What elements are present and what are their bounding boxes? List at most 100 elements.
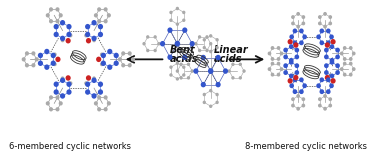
Circle shape bbox=[180, 63, 183, 66]
Circle shape bbox=[284, 70, 288, 75]
Circle shape bbox=[349, 62, 353, 66]
Circle shape bbox=[343, 57, 347, 61]
Circle shape bbox=[271, 57, 274, 61]
Circle shape bbox=[25, 51, 29, 56]
Circle shape bbox=[67, 24, 71, 29]
Circle shape bbox=[60, 20, 65, 25]
Circle shape bbox=[65, 75, 71, 81]
Circle shape bbox=[94, 13, 98, 17]
Circle shape bbox=[335, 55, 340, 59]
Circle shape bbox=[352, 67, 356, 71]
Circle shape bbox=[203, 46, 206, 49]
Circle shape bbox=[294, 55, 299, 59]
Circle shape bbox=[268, 67, 271, 71]
Circle shape bbox=[294, 63, 299, 68]
Circle shape bbox=[22, 57, 26, 61]
Circle shape bbox=[296, 12, 300, 16]
Circle shape bbox=[67, 32, 71, 37]
Circle shape bbox=[209, 89, 212, 92]
Circle shape bbox=[296, 25, 300, 28]
Circle shape bbox=[60, 36, 65, 41]
Circle shape bbox=[215, 55, 221, 60]
Circle shape bbox=[169, 73, 173, 77]
Circle shape bbox=[107, 49, 112, 54]
Circle shape bbox=[92, 38, 96, 42]
Circle shape bbox=[319, 89, 324, 94]
Text: Bent: Bent bbox=[170, 45, 195, 55]
Circle shape bbox=[289, 73, 294, 78]
Circle shape bbox=[289, 58, 294, 63]
Circle shape bbox=[35, 57, 39, 61]
Circle shape bbox=[349, 73, 353, 77]
Circle shape bbox=[343, 73, 347, 77]
Circle shape bbox=[104, 7, 108, 12]
Circle shape bbox=[94, 101, 98, 105]
Circle shape bbox=[215, 93, 219, 96]
Circle shape bbox=[49, 107, 53, 111]
Circle shape bbox=[284, 55, 288, 59]
Text: Linear: Linear bbox=[214, 45, 248, 55]
Circle shape bbox=[98, 89, 103, 95]
Circle shape bbox=[44, 64, 50, 70]
Circle shape bbox=[324, 70, 329, 75]
Circle shape bbox=[329, 83, 334, 88]
Circle shape bbox=[335, 63, 340, 68]
Circle shape bbox=[49, 7, 53, 12]
Circle shape bbox=[187, 63, 190, 66]
Text: 6-membered cyclic networks: 6-membered cyclic networks bbox=[9, 142, 131, 151]
Circle shape bbox=[328, 21, 332, 25]
Circle shape bbox=[326, 28, 331, 33]
Circle shape bbox=[54, 32, 59, 37]
Circle shape bbox=[85, 32, 90, 37]
Circle shape bbox=[198, 35, 201, 39]
Circle shape bbox=[86, 75, 91, 81]
Circle shape bbox=[176, 77, 179, 81]
Circle shape bbox=[54, 81, 59, 87]
Circle shape bbox=[182, 11, 186, 14]
Circle shape bbox=[330, 44, 334, 49]
Circle shape bbox=[85, 89, 90, 95]
Circle shape bbox=[326, 77, 331, 82]
Circle shape bbox=[176, 7, 179, 10]
Circle shape bbox=[330, 58, 334, 63]
Circle shape bbox=[293, 75, 299, 80]
Circle shape bbox=[335, 70, 340, 75]
Circle shape bbox=[323, 12, 327, 16]
Circle shape bbox=[194, 42, 198, 45]
Circle shape bbox=[104, 107, 108, 111]
Circle shape bbox=[302, 104, 305, 107]
Circle shape bbox=[98, 81, 103, 87]
Circle shape bbox=[175, 41, 180, 47]
Circle shape bbox=[324, 63, 329, 68]
Circle shape bbox=[38, 53, 43, 58]
Circle shape bbox=[86, 38, 91, 43]
Circle shape bbox=[118, 57, 122, 61]
Circle shape bbox=[101, 53, 106, 58]
Circle shape bbox=[60, 93, 65, 99]
Circle shape bbox=[291, 21, 295, 25]
Circle shape bbox=[153, 49, 157, 52]
Circle shape bbox=[277, 73, 280, 77]
Circle shape bbox=[290, 83, 294, 88]
Circle shape bbox=[97, 95, 101, 100]
Circle shape bbox=[91, 20, 97, 25]
Circle shape bbox=[51, 53, 56, 58]
Circle shape bbox=[299, 77, 304, 82]
Circle shape bbox=[323, 107, 327, 111]
Circle shape bbox=[201, 82, 206, 87]
Circle shape bbox=[318, 21, 322, 25]
Circle shape bbox=[329, 34, 334, 39]
Circle shape bbox=[268, 52, 271, 55]
Circle shape bbox=[294, 48, 299, 53]
Circle shape bbox=[291, 15, 295, 19]
Circle shape bbox=[169, 11, 173, 14]
Circle shape bbox=[324, 55, 329, 59]
Circle shape bbox=[128, 63, 132, 67]
Circle shape bbox=[302, 34, 307, 39]
Circle shape bbox=[176, 69, 179, 73]
Circle shape bbox=[280, 67, 284, 71]
Circle shape bbox=[198, 49, 201, 52]
Circle shape bbox=[67, 89, 71, 95]
Circle shape bbox=[231, 76, 235, 80]
Circle shape bbox=[293, 77, 297, 82]
